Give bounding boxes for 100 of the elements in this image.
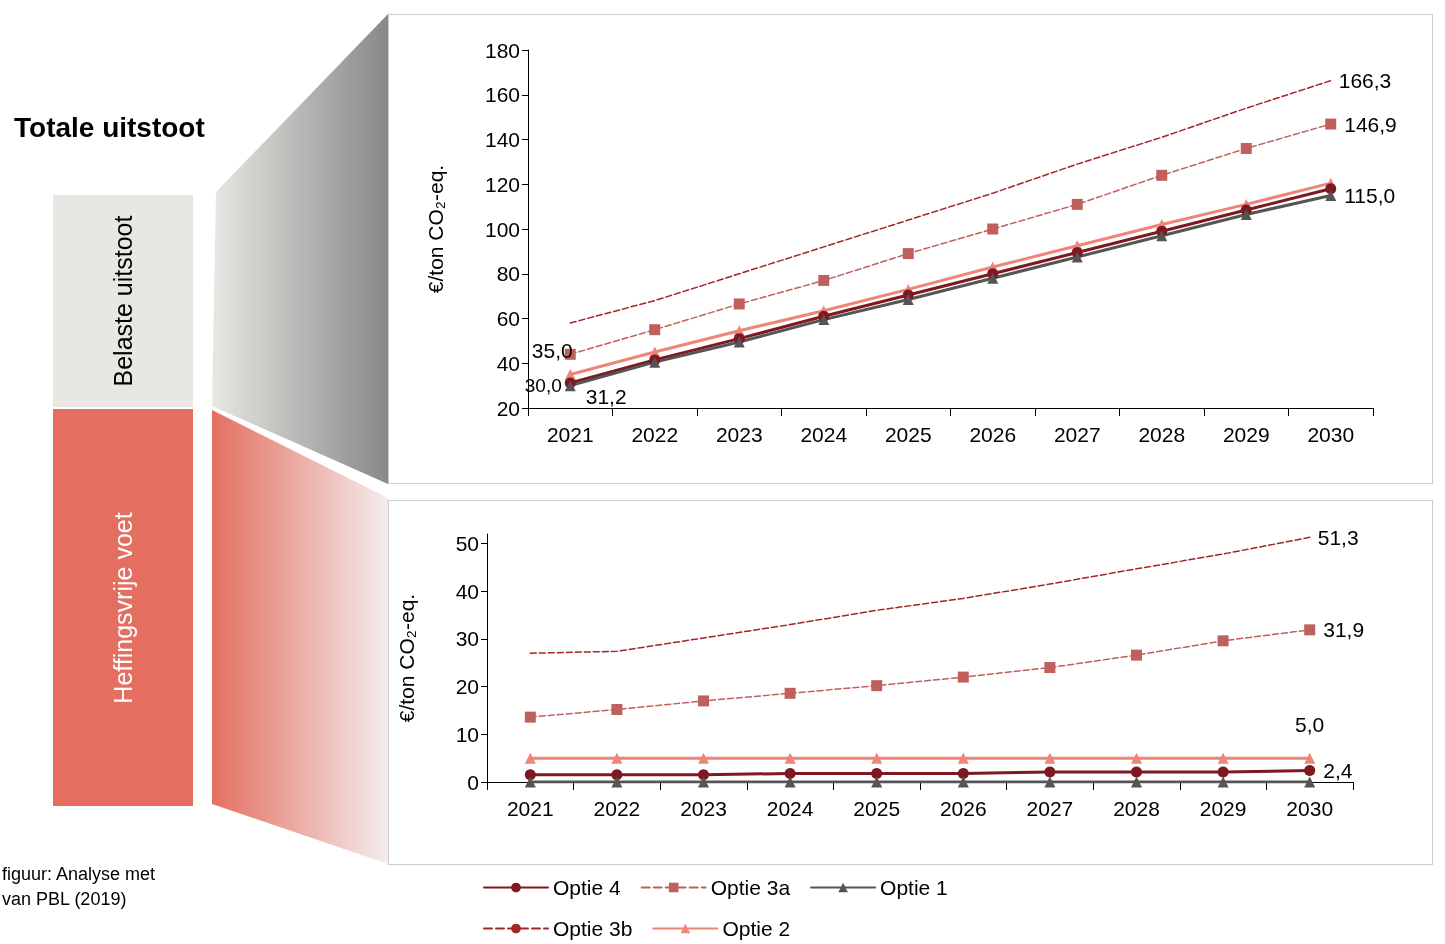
point [818,274,830,286]
point [1217,635,1229,647]
point [1044,752,1056,764]
y-tick-label: 140 [484,128,520,151]
point [957,671,969,683]
y-tick-label: 50 [455,532,479,556]
point [1325,189,1337,201]
y-tick-label: 120 [484,172,520,196]
y-tick-label: 180 [484,38,520,62]
data-label: 35,0 [531,338,573,362]
data-label: 31,9 [1323,618,1365,642]
point [1240,142,1252,154]
x-tick-label: 2025 [853,797,901,820]
y-tick-label: 100 [484,217,520,241]
point [1131,752,1142,764]
x-tick-label: 2022 [593,797,641,820]
legend-label: Optie 4 [553,876,622,899]
y-tick-label: 60 [496,307,520,330]
text: Heffingsvrije voet [108,511,138,704]
point [524,752,536,764]
text: Totale uitstoot [14,112,205,144]
x-tick-label: 2027 [1053,423,1101,446]
data-label: 51,3 [1317,525,1359,549]
point [902,248,914,260]
point [957,767,969,779]
x-tick-label: 2030 [1286,797,1334,820]
x-tick-label: 2028 [1138,423,1186,446]
x-tick-label: 2029 [1199,797,1247,820]
data-label: 5,0 [1295,712,1325,736]
point [1044,766,1056,778]
x-tick-label: 2021 [546,423,594,446]
point [524,776,536,788]
point [871,680,883,692]
point [957,752,969,764]
x-tick-label: 2023 [715,423,763,446]
x-tick-label: 2024 [800,423,848,446]
text: Belaste uitstoot [108,215,138,387]
y-tick-label: 160 [484,83,520,107]
x-tick-label: 2024 [766,797,814,820]
y-tick-label: 40 [496,351,520,375]
x-tick-label: 2026 [969,423,1017,446]
point [818,314,830,326]
point [902,293,914,305]
legend-label: Optie 3b [553,917,633,940]
point [611,704,623,716]
point [784,767,796,779]
point [524,711,536,723]
point [1071,251,1083,263]
y-axis-title: €/ton CO₂-eq. [424,164,447,294]
legend-label: Optie 1 [880,876,948,899]
point [871,752,883,764]
y-tick-label: 80 [496,262,520,286]
data-label: 115,0 [1344,183,1396,207]
point [698,769,709,781]
point [649,324,661,336]
text: figuur: Analyse met [2,864,156,885]
y-axis-title: €/ton CO₂-eq. [395,593,418,723]
legend-label: Optie 3a [710,876,791,899]
point [1325,118,1337,130]
point [611,769,623,781]
point [1156,169,1168,181]
line-series [529,536,1311,654]
point [1131,649,1142,661]
point [1304,776,1316,788]
x-tick-label: 2025 [884,423,932,446]
point [1304,752,1316,764]
y-tick-label: 40 [455,579,479,603]
line-series [569,79,1332,324]
point [1304,624,1316,636]
point [698,776,709,788]
point [871,776,883,788]
point [987,272,999,284]
point [611,776,623,788]
point [611,752,623,764]
y-tick-label: 20 [455,675,479,699]
point [1304,765,1316,777]
point [1071,198,1083,210]
point [733,298,745,310]
point [698,695,709,707]
point [1044,662,1056,674]
x-tick-label: 2021 [506,797,554,820]
x-tick-label: 2029 [1222,423,1270,446]
point [698,752,709,764]
x-tick-label: 2023 [680,797,727,820]
point [784,776,796,788]
data-label: 146,9 [1344,112,1397,136]
point [1156,230,1168,242]
point [1044,776,1056,788]
data-label: 2,4 [1323,759,1353,783]
point [784,752,796,764]
point [957,776,969,788]
point [1217,776,1229,788]
y-tick-label: 20 [496,396,520,420]
point [1217,766,1229,778]
point [871,767,883,779]
point [784,687,796,699]
x-tick-label: 2022 [631,423,679,446]
x-tick-label: 2028 [1113,797,1160,820]
x-tick-label: 2027 [1026,797,1074,820]
point [987,223,999,235]
